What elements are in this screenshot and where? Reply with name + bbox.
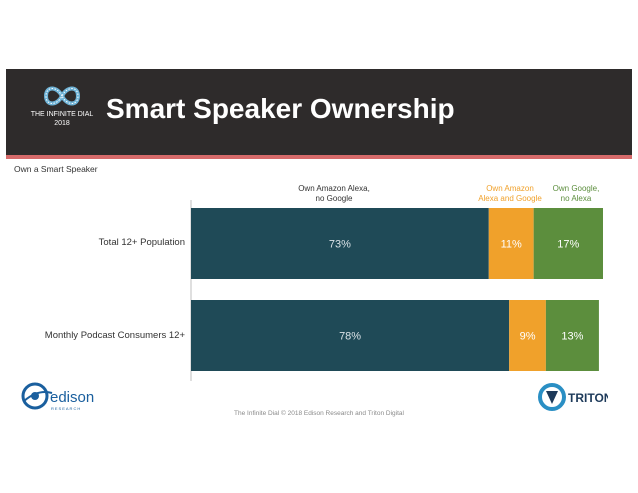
category-label-podcast: Monthly Podcast Consumers 12+ [44,330,185,341]
bar-monthly-podcast-consumers-12-series-2 [545,300,599,371]
data-label-total-12-population-series-1: 11% [501,239,522,251]
page-title: Smart Speaker Ownership [106,93,455,124]
logo-line1: THE INFINITE DIAL [30,111,94,118]
bar-total-12-population-series-0 [191,208,489,279]
triton-emblem-icon [538,383,566,411]
bar-total-12-population-series-1 [488,208,534,279]
legend-google-only-line1: Own Google, [552,184,600,193]
edison-research-logo: edison RESEARCH [21,382,94,411]
bar-monthly-podcast-consumers-12-series-0 [191,300,510,371]
edison-swirl-icon [21,382,53,410]
chart-subtitle: Own a Smart Speaker [14,164,98,174]
legend-amazon-only: Own Amazon Alexa, no Google [284,184,384,204]
triton-logo: TRITON [538,383,608,411]
data-label-monthly-podcast-consumers-12-series-0: 78% [339,331,361,343]
legend-google-only: Own Google, no Alexa [546,184,606,204]
legend-amazon-and-google-line2: Alexa and Google [478,194,542,203]
category-label-total: Total 12+ Population [98,237,185,248]
header-bar [6,69,632,155]
footer-copyright: The Infinite Dial © 2018 Edison Research… [234,410,404,417]
edison-wordmark: edison [50,389,94,406]
edison-sub-wordmark: RESEARCH [51,406,81,411]
bar-total-12-population-series-2 [533,208,603,279]
legend-amazon-and-google-line1: Own Amazon [486,184,534,193]
legend-amazon-and-google: Own Amazon Alexa and Google [470,184,550,204]
data-label-monthly-podcast-consumers-12-series-2: 13% [561,331,583,343]
bar-monthly-podcast-consumers-12-series-1 [509,300,546,371]
legend-amazon-only-line2: no Google [315,194,353,203]
legend-google-only-line2: no Alexa [560,194,592,203]
data-label-total-12-population-series-2: 17% [557,239,579,251]
triton-wordmark: TRITON [568,391,608,405]
data-label-monthly-podcast-consumers-12-series-1: 9% [520,331,536,343]
infinity-icon [43,86,81,106]
logo-line2: 2018 [54,120,70,127]
infinite-dial-logo: THE INFINITE DIAL 2018 [26,82,98,140]
data-label-total-12-population-series-0: 73% [329,239,351,251]
header-stripe [6,155,632,159]
legend-amazon-only-line1: Own Amazon Alexa, [298,184,370,193]
